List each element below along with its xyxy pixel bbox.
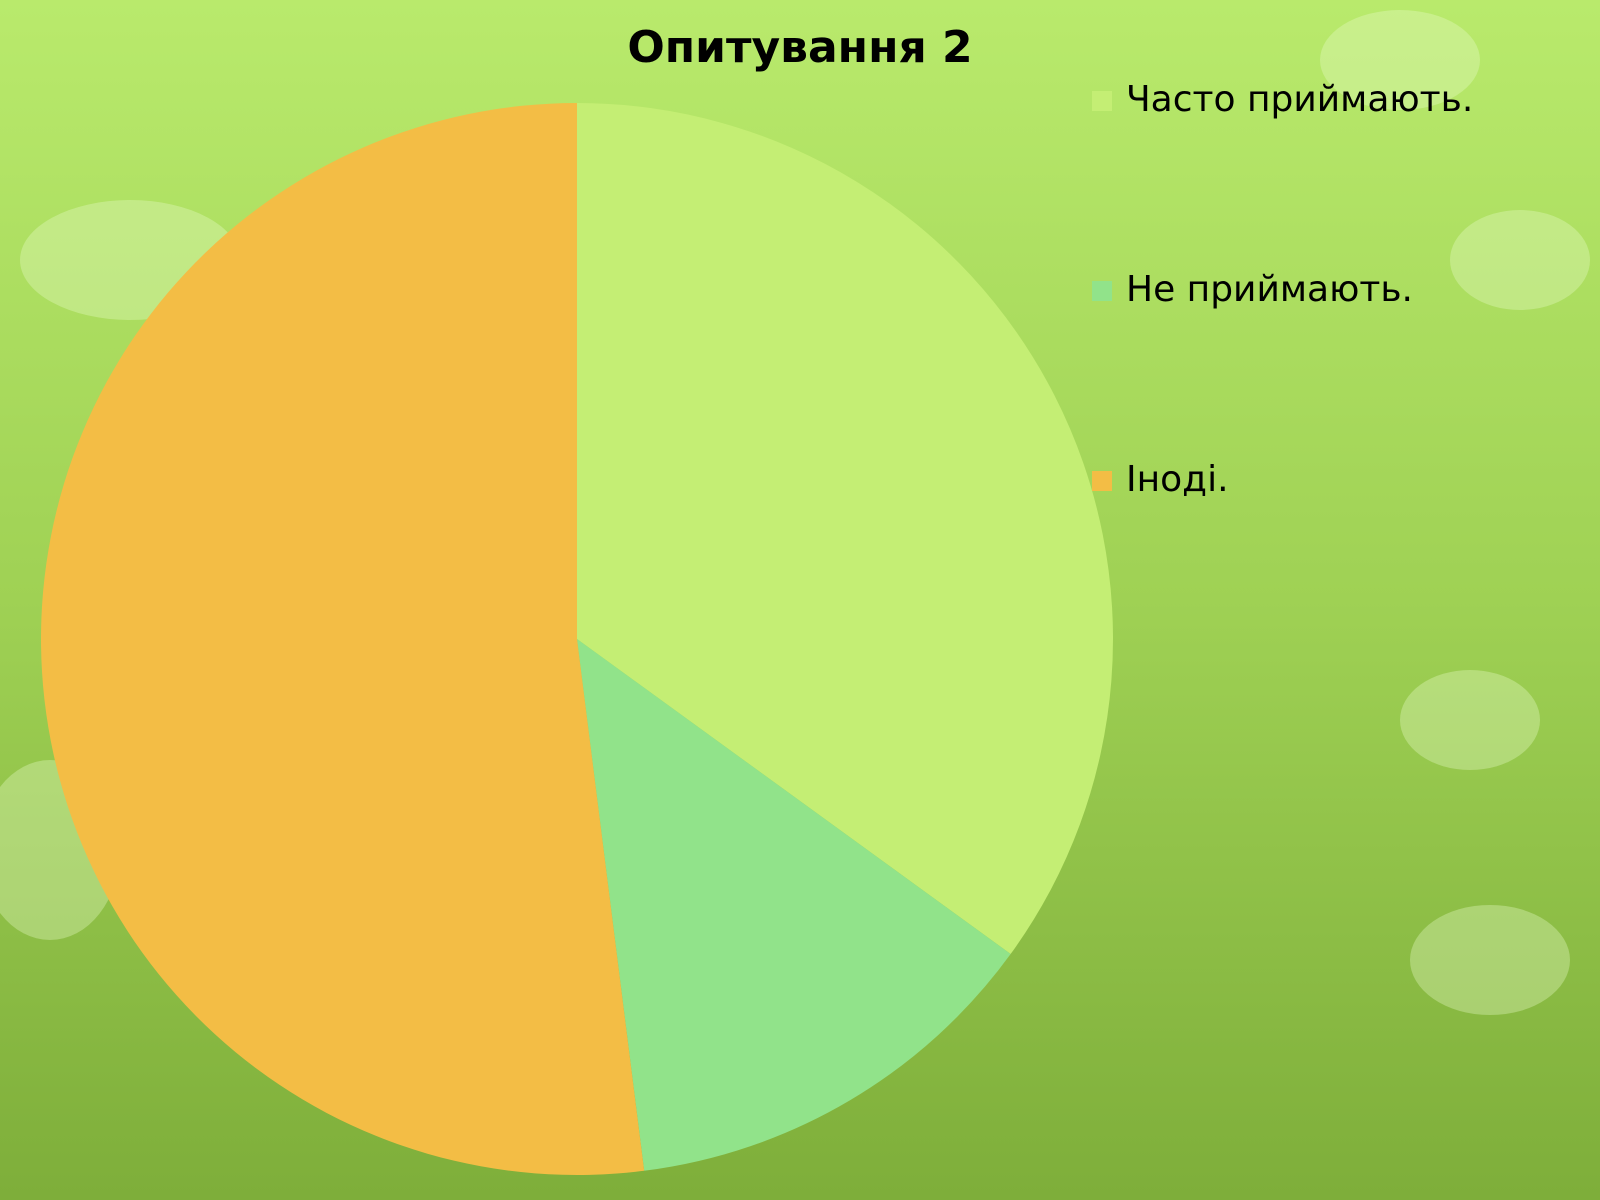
chart-title: Опитування 2	[627, 22, 972, 73]
legend-swatch	[1092, 91, 1112, 111]
pie-slice	[577, 639, 1011, 1171]
pie-slice	[577, 103, 1113, 955]
legend-label: Часто приймають.	[1126, 79, 1473, 120]
legend-label: Не приймають.	[1126, 269, 1413, 310]
legend-swatch	[1092, 281, 1112, 301]
legend-label: Іноді.	[1126, 459, 1229, 500]
legend-swatch	[1092, 471, 1112, 491]
pie-slice	[40, 103, 645, 1175]
